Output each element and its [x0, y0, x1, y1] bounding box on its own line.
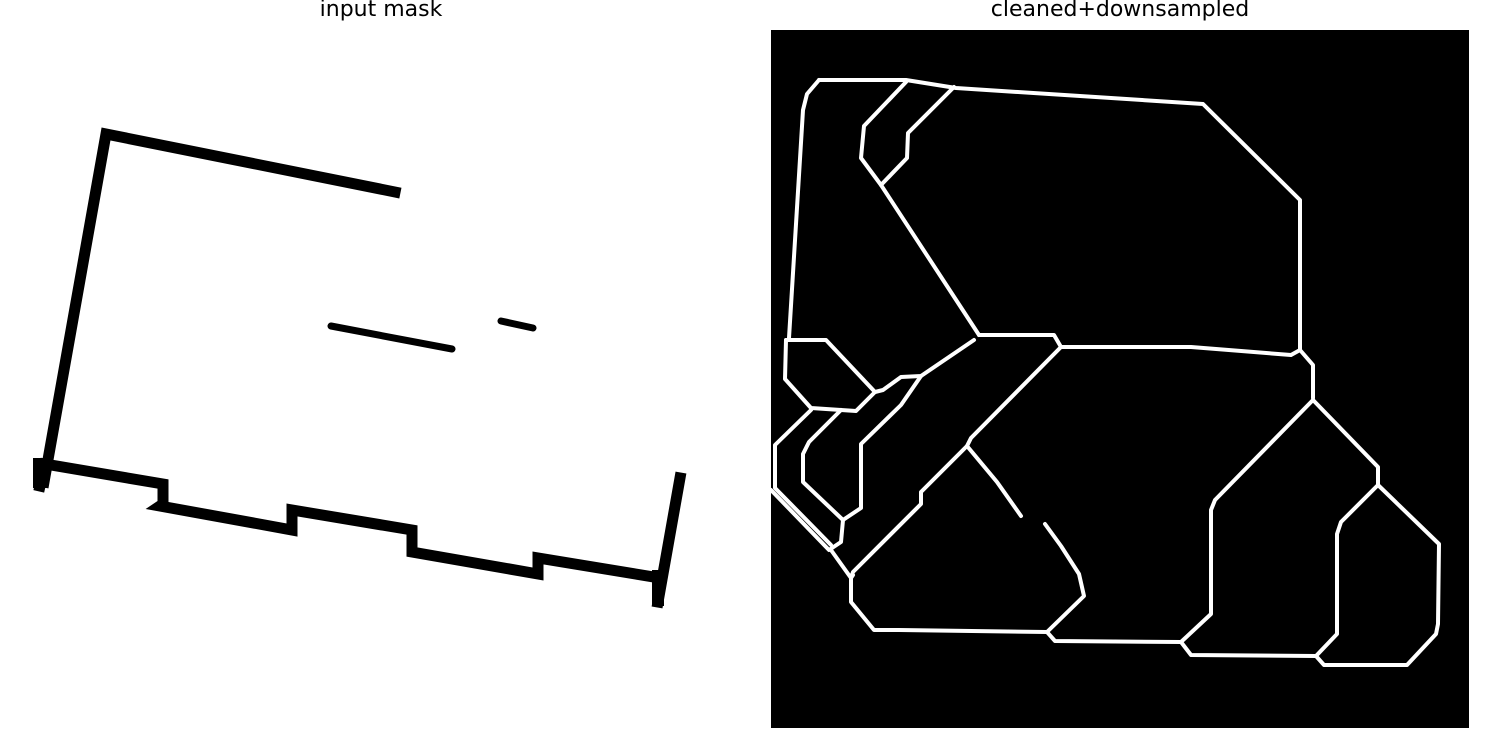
skeleton-center-h [977, 333, 1315, 400]
input-mask-panel [0, 30, 760, 728]
left-panel-title: input mask [319, 0, 443, 22]
cleaned-background [771, 30, 1469, 728]
mask-dash-1 [327, 322, 456, 353]
input-mask-image [33, 127, 687, 609]
right-panel-title: cleaned+downsampled [990, 0, 1250, 22]
skeleton-bottom [849, 398, 1441, 667]
mask-left-foot [33, 458, 47, 488]
skeleton-left-diag [771, 488, 845, 552]
mask-bottom-wall [33, 457, 667, 585]
skeleton-left-box-2 [783, 338, 877, 413]
skeleton-top-edge [817, 78, 1302, 352]
skeleton-right-1 [1179, 398, 1315, 644]
skeleton-inner-1 [859, 80, 908, 187]
skeleton-left-loop [773, 408, 833, 547]
skeleton-outer-top [787, 78, 821, 340]
skeleton-right-2 [1314, 483, 1380, 658]
skeleton-inner-2 [879, 85, 981, 337]
skeleton-center-diag-2 [965, 444, 1023, 518]
mask-right-foot [652, 570, 664, 606]
skeleton-bottom-2 [1043, 522, 1086, 634]
cleaned-image [771, 30, 1469, 728]
mask-top-wall [37, 127, 402, 489]
mask-dash-2 [497, 317, 537, 332]
cleaned-panel [771, 30, 1469, 728]
